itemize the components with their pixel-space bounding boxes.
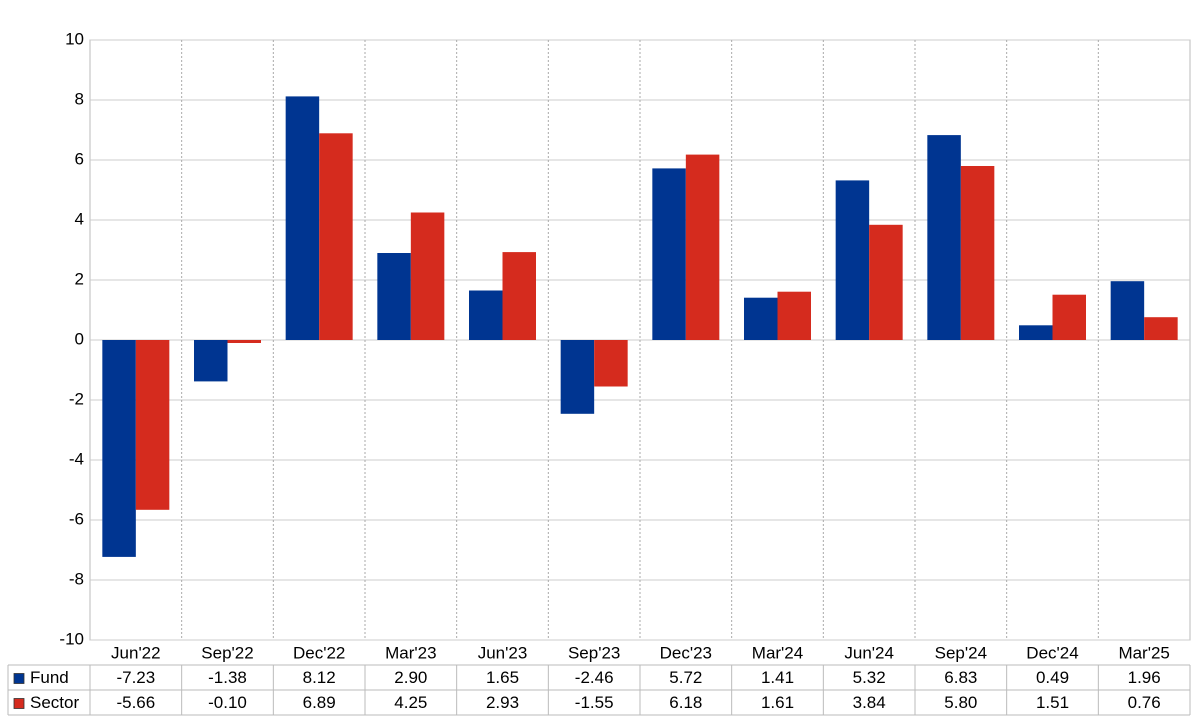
legend-label: Sector: [30, 693, 79, 712]
table-value: -7.23: [116, 668, 155, 687]
x-tick-label: Dec'23: [660, 643, 712, 662]
x-tick-label: Sep'24: [935, 643, 987, 662]
y-tick-label: 4: [75, 209, 84, 228]
bar: [835, 180, 870, 340]
x-tick-label: Mar'23: [385, 643, 436, 662]
table-value: 1.51: [1036, 693, 1069, 712]
table-value: 6.89: [303, 693, 336, 712]
bar: [1110, 281, 1145, 340]
table-value: 1.96: [1128, 668, 1161, 687]
y-tick-label: 2: [75, 269, 84, 288]
bar: [652, 168, 686, 340]
x-tick-label: Jun'22: [111, 643, 161, 662]
table-value: -1.38: [208, 668, 247, 687]
table-value: 6.18: [669, 693, 702, 712]
x-tick-label: Jun'23: [478, 643, 528, 662]
bar: [560, 340, 595, 414]
table-value: 2.93: [486, 693, 519, 712]
x-tick-label: Dec'22: [293, 643, 345, 662]
table-value: -2.46: [575, 668, 614, 687]
table-value: 8.12: [303, 668, 336, 687]
bar: [744, 297, 778, 340]
table-value: -1.55: [575, 693, 614, 712]
x-tick-label: Mar'24: [752, 643, 803, 662]
bar: [1052, 294, 1086, 340]
bar: [194, 340, 228, 382]
table-value: 1.61: [761, 693, 794, 712]
table-value: 3.84: [853, 693, 886, 712]
bar: [319, 133, 353, 340]
table-value: -0.10: [208, 693, 247, 712]
y-tick-label: -4: [69, 449, 84, 468]
y-tick-label: 6: [75, 149, 84, 168]
x-tick-label: Mar'25: [1118, 643, 1169, 662]
bar: [285, 96, 320, 341]
y-tick-label: -8: [69, 569, 84, 588]
y-tick-label: -10: [59, 629, 84, 648]
bar: [1019, 325, 1053, 340]
y-tick-label: -6: [69, 509, 84, 528]
table-value: 0.49: [1036, 668, 1069, 687]
bar: [869, 224, 903, 340]
table-value: 5.32: [853, 668, 886, 687]
x-tick-label: Jun'24: [844, 643, 894, 662]
x-tick-label: Sep'23: [568, 643, 620, 662]
bar: [502, 252, 536, 340]
table-value: -5.66: [116, 693, 155, 712]
bar: [377, 253, 411, 340]
y-tick-label: -2: [69, 389, 84, 408]
table-value: 4.25: [394, 693, 427, 712]
x-tick-label: Sep'22: [201, 643, 253, 662]
bar: [685, 154, 720, 340]
table-value: 1.65: [486, 668, 519, 687]
bar: [410, 212, 445, 340]
bar: [594, 340, 628, 387]
legend-swatch: [13, 673, 25, 684]
bar: [469, 290, 503, 340]
y-tick-label: 0: [75, 329, 84, 348]
bar: [135, 340, 170, 510]
bar: [102, 340, 136, 557]
bar: [927, 135, 961, 340]
table-value: 0.76: [1128, 693, 1161, 712]
x-tick-label: Dec'24: [1026, 643, 1078, 662]
bar: [960, 166, 995, 340]
table-value: 5.80: [944, 693, 977, 712]
y-tick-label: 8: [75, 89, 84, 108]
bar: [777, 291, 811, 340]
table-value: 1.41: [761, 668, 794, 687]
bar: [1144, 317, 1178, 340]
legend-swatch: [13, 698, 25, 709]
table-value: 5.72: [669, 668, 702, 687]
legend-label: Fund: [30, 668, 69, 687]
table-value: 6.83: [944, 668, 977, 687]
table-value: 2.90: [394, 668, 427, 687]
bar: [227, 340, 261, 343]
y-tick-label: 10: [65, 29, 84, 48]
